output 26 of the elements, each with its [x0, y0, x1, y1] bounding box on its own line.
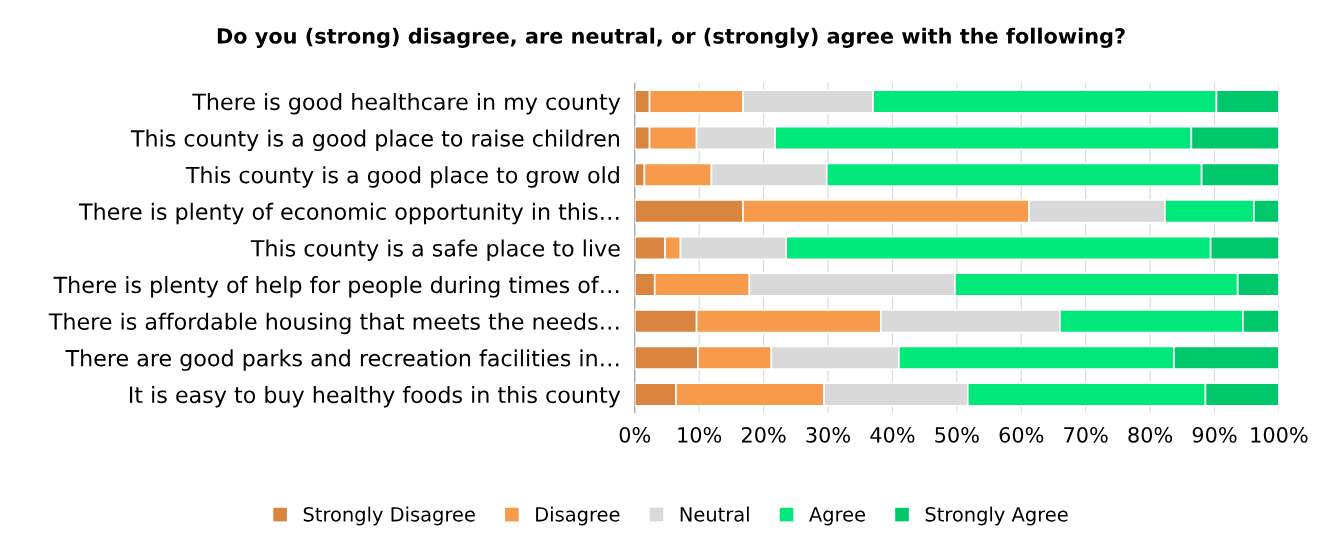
x-tick-label: 90%	[1192, 426, 1237, 443]
legend-label: Strongly Disagree	[303, 506, 475, 526]
y-tick-label: It is easy to buy healthy foods in this county	[129, 385, 621, 408]
chart-title: Do you (strong) disagree, are neutral, or (strongly) agree with the following?	[217, 27, 1125, 49]
x-tick-label: 10%	[678, 426, 722, 443]
y-tick-label: This county is a good place to grow old	[185, 166, 619, 188]
x-tick-label: 60%	[999, 426, 1044, 443]
x-tick-label: 40%	[870, 426, 915, 443]
legend-label: Disagree	[536, 506, 620, 526]
x-tick-label: 70%	[1064, 426, 1108, 443]
x-tick-label: 30%	[806, 426, 851, 443]
x-tick-label: 80%	[1128, 426, 1173, 443]
y-tick-label: There is affordable housing that meets the needs…	[48, 312, 619, 335]
y-tick-label: This county is a good place to raise children	[130, 129, 619, 152]
y-tick-label: There are good parks and recreation facilities in…	[65, 349, 619, 371]
x-tick-label: 20%	[741, 426, 786, 443]
legend-label: Agree	[809, 507, 866, 526]
y-tick-label: This county is a safe place to live	[250, 239, 620, 261]
legend-label: Strongly Agree	[925, 506, 1068, 526]
legend-label: Neutral	[680, 506, 749, 522]
y-tick-label: There is good healthcare in my county	[192, 92, 621, 115]
y-tick-label: There is plenty of economic opportunity in this…	[78, 202, 619, 225]
x-tick-label: 50%	[935, 426, 979, 443]
x-tick-label: 100%	[1251, 426, 1308, 443]
y-tick-label: There is plenty of help for people during times of…	[53, 276, 619, 298]
x-tick-label: 0%	[619, 426, 651, 443]
